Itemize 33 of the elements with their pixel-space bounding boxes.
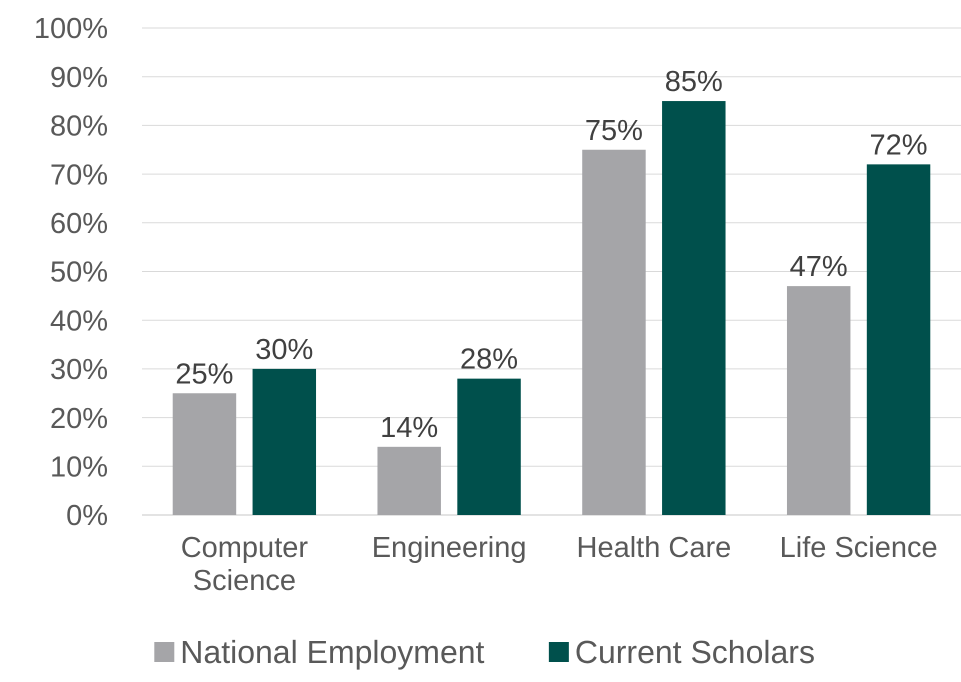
x-tick-label: Life Science [780, 532, 938, 564]
legend-label: Current Scholars [574, 634, 815, 670]
data-label: 30% [255, 334, 314, 366]
data-label: 25% [175, 358, 234, 390]
bar [582, 150, 646, 515]
x-tick-label: Engineering [372, 532, 527, 564]
data-label: 28% [460, 344, 518, 376]
x-tick-label: Health Care [576, 532, 732, 564]
y-tick-label: 80% [50, 110, 108, 143]
y-tick-label: 90% [50, 62, 108, 94]
bar [866, 164, 930, 515]
bar [457, 378, 521, 515]
data-label: 85% [664, 66, 723, 98]
y-tick-label: 30% [50, 354, 108, 386]
bar [662, 101, 726, 515]
data-label: 47% [790, 251, 848, 284]
bar [172, 393, 236, 515]
y-tick-label: 100% [34, 13, 108, 46]
data-label: 75% [584, 114, 643, 147]
data-label: 14% [380, 412, 438, 444]
y-tick-label: 60% [50, 208, 108, 240]
data-label: 72% [870, 129, 928, 162]
legend-label: National Employment [180, 634, 485, 670]
y-tick-label: 20% [50, 402, 108, 435]
bar [377, 446, 441, 515]
y-tick-label: 0% [66, 500, 108, 532]
y-tick-label: 40% [50, 305, 108, 338]
bar [252, 368, 316, 515]
bar [786, 286, 850, 515]
x-tick-label: Computer Science [180, 532, 308, 597]
y-tick-label: 70% [50, 159, 108, 192]
y-tick-label: 50% [50, 256, 108, 289]
y-tick-label: 10% [50, 451, 108, 484]
